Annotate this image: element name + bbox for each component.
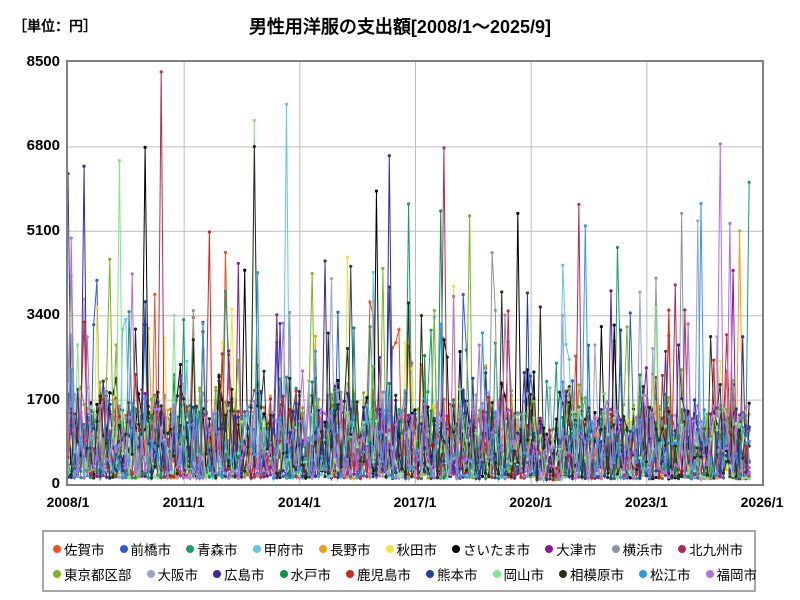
legend-box: 佐賀市 前橋市 青森市 甲府市 長野市 秋田市 さいたま市 大津市 横浜市 北九州市 東京都区部 大… (42, 530, 757, 592)
legend-item: 青森市 (186, 539, 238, 559)
legend-swatch-dot (186, 544, 194, 553)
legend-label: 相模原市 (570, 567, 624, 583)
chart-title: 男性用洋服の支出額[2008/1～2025/9] (248, 17, 552, 37)
chart-canvas (68, 62, 762, 484)
legend-label: さいたま市 (463, 542, 531, 558)
legend-item: 東京都区部 (53, 564, 132, 584)
legend-label: 佐賀市 (64, 542, 105, 558)
legend-swatch-dot (678, 544, 687, 553)
x-axis-tick-label: 2026/1 (740, 494, 784, 510)
unit-label: ［単位：円］ (13, 18, 97, 34)
x-axis-tick-label: 2017/1 (393, 494, 437, 510)
y-axis-tick-label: 6800 (26, 137, 60, 155)
x-axis-tick-label: 2008/1 (46, 494, 90, 510)
legend-label: 大津市 (556, 542, 597, 558)
legend-item: 大津市 (545, 539, 597, 559)
legend-label: 鹿児島市 (357, 567, 411, 583)
legend-label: 熊本市 (437, 567, 478, 583)
y-axis-tick-label: 8500 (26, 53, 60, 70)
legend-item: 長野市 (319, 539, 371, 559)
legend-label: 東京都区部 (64, 567, 132, 583)
legend-label: 青森市 (197, 542, 238, 558)
legend-item: 北九州市 (678, 539, 743, 559)
legend-item: 横浜市 (611, 539, 664, 559)
legend-item: 熊本市 (426, 564, 478, 584)
legend-item: 大阪市 (146, 564, 199, 584)
legend-swatch-dot (252, 544, 261, 553)
legend-swatch-dot (385, 544, 394, 553)
legend-item: 秋田市 (385, 539, 438, 559)
legend-label: 前橋市 (130, 542, 172, 558)
legend-swatch-dot (146, 569, 155, 578)
y-axis-tick-label: 0 (51, 475, 60, 492)
legend-label: 長野市 (330, 542, 371, 558)
x-axis-tick-label: 2011/1 (162, 494, 205, 510)
legend-label: 北九州市 (689, 542, 744, 558)
legend-item: 甲府市 (252, 539, 305, 559)
x-axis-tick-label: 2020/1 (509, 494, 553, 510)
y-axis-tick-label: 3400 (26, 306, 60, 324)
legend-item: 松江市 (639, 564, 691, 584)
legend-label: 岡山市 (503, 567, 545, 583)
legend-swatch-dot (559, 569, 567, 578)
legend-swatch-dot (492, 569, 501, 578)
legend-label: 大阪市 (157, 567, 199, 583)
legend-label: 横浜市 (622, 542, 664, 558)
legend-swatch-dot (119, 544, 128, 553)
legend-item: さいたま市 (452, 539, 530, 559)
legend-item: 佐賀市 (53, 539, 105, 559)
x-axis-tick-label: 2014/1 (277, 494, 321, 510)
legend-label: 甲府市 (263, 542, 305, 558)
legend-label: 広島市 (224, 567, 265, 583)
legend-swatch-dot (346, 569, 354, 578)
y-axis-tick-label: 1700 (26, 390, 60, 408)
legend-swatch-dot (639, 569, 647, 578)
legend-swatch-dot (279, 569, 288, 578)
legend-swatch-dot (545, 544, 554, 553)
legend-swatch-dot (319, 544, 327, 553)
legend-item: 広島市 (213, 564, 265, 584)
legend-swatch-dot (611, 544, 620, 553)
legend-label: 松江市 (650, 567, 691, 583)
legend-item: 岡山市 (492, 564, 545, 584)
legend-swatch-dot (53, 544, 61, 553)
legend-item: 福岡市 (705, 564, 758, 584)
legend-swatch-dot (452, 544, 460, 553)
legend-label: 福岡市 (716, 567, 758, 583)
legend-swatch-dot (426, 569, 434, 578)
legend-label: 水戸市 (290, 567, 332, 583)
x-axis-tick-label: 2023/1 (624, 494, 668, 510)
legend-item: 鹿児島市 (346, 564, 411, 584)
legend-row-1: 佐賀市 前橋市 青森市 甲府市 長野市 秋田市 さいたま市 大津市 横浜市 北九州市 (53, 536, 745, 561)
legend-swatch-dot (53, 569, 61, 578)
legend-item: 前橋市 (119, 539, 172, 559)
legend-item: 水戸市 (279, 564, 332, 584)
legend-row-2: 東京都区部 大阪市 広島市 水戸市 鹿児島市 熊本市 岡山市 相模原市 松江市 福岡市 (53, 561, 757, 586)
legend-swatch-dot (705, 569, 714, 578)
y-axis-tick-label: 5100 (26, 221, 60, 239)
plot-area (66, 60, 764, 486)
legend-swatch-dot (213, 569, 221, 578)
legend-item: 相模原市 (559, 564, 624, 584)
legend-label: 秋田市 (396, 542, 438, 558)
